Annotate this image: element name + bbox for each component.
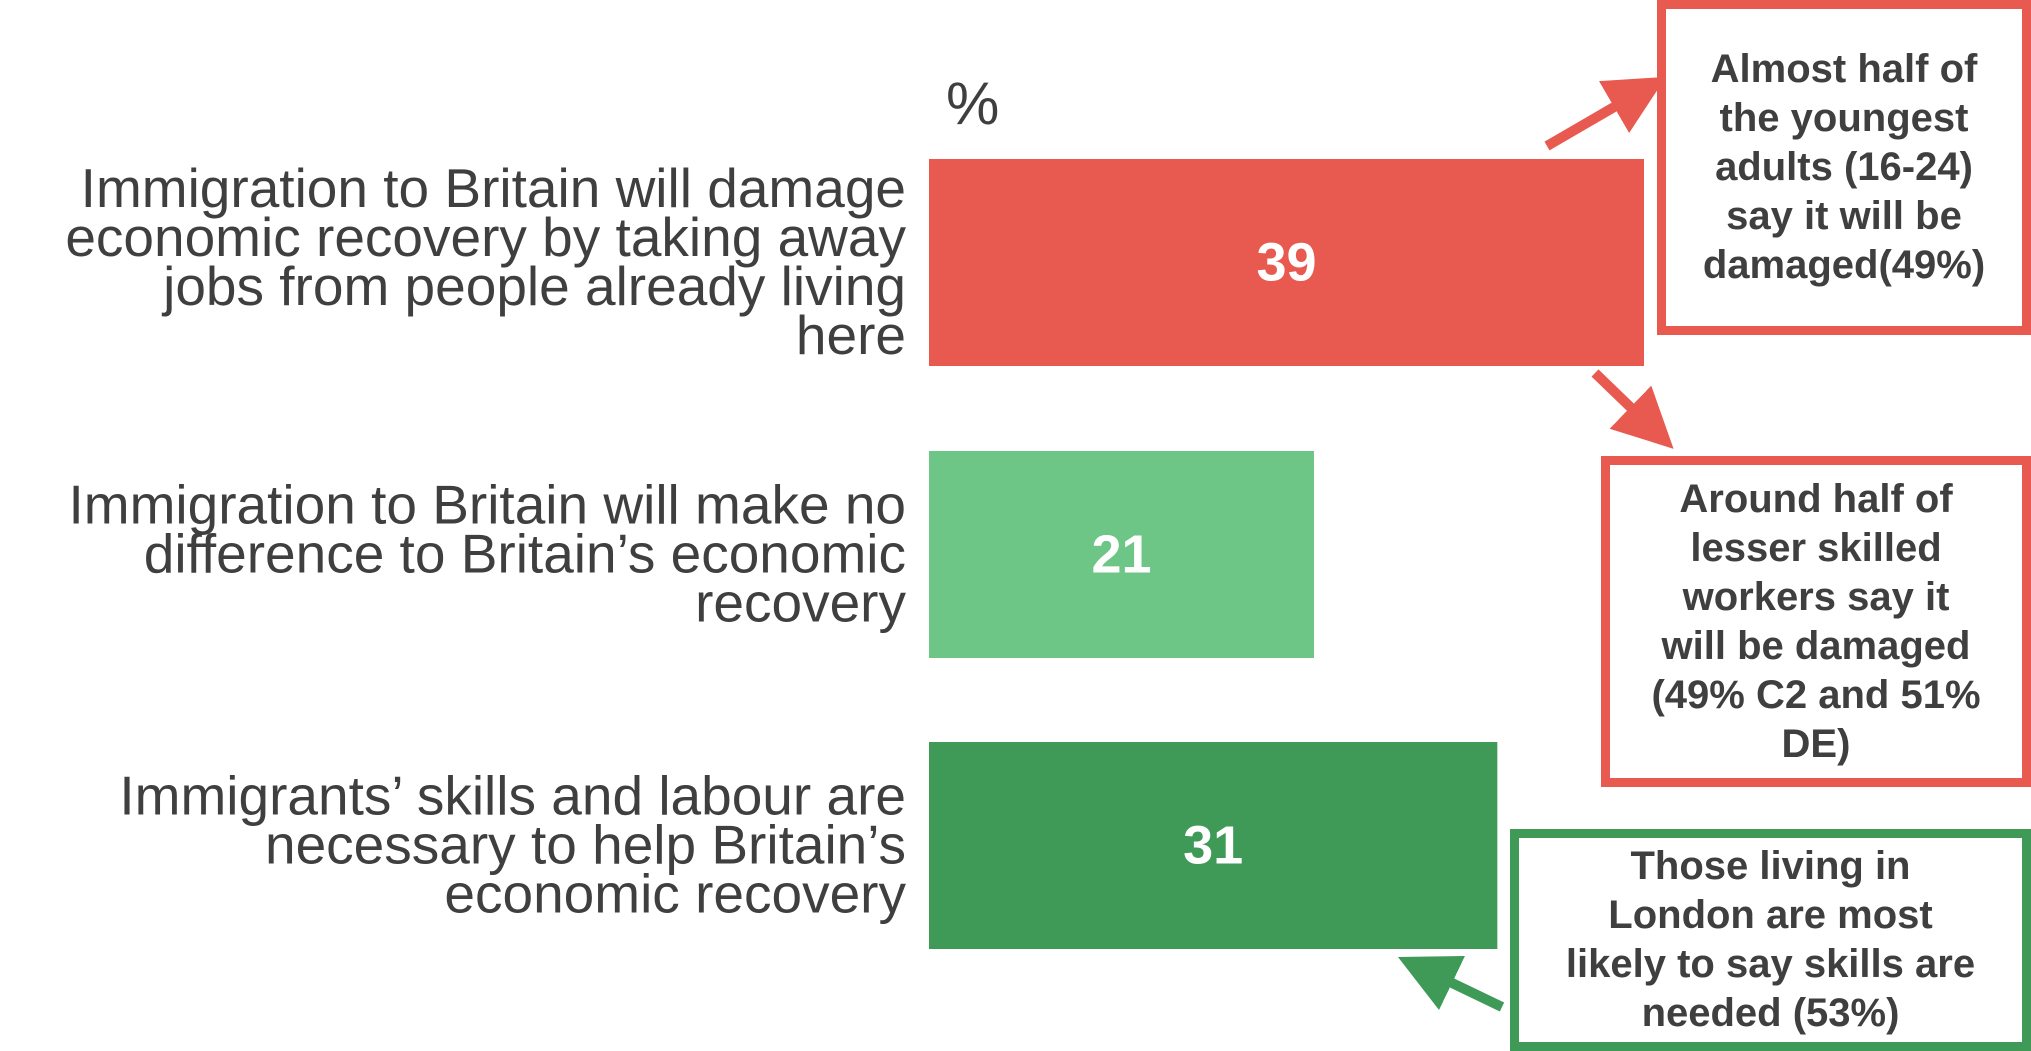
category-label-line: recovery <box>695 572 906 634</box>
unit-label: % <box>946 70 999 137</box>
callout-line: Around half of <box>1679 476 1953 521</box>
bar-value-label-1: 21 <box>1091 525 1151 585</box>
arrow-from-london-callout <box>1397 955 1505 1012</box>
callout-line: likely to say skills are <box>1565 942 1976 986</box>
category-label-0: Immigration to Britain will damage econom… <box>65 157 906 366</box>
callout-london-text: Those living in London are most likely to … <box>1566 842 1975 1038</box>
callout-line: workers say it <box>1682 574 1950 619</box>
arrows <box>1397 76 1674 1012</box>
category-label-line: economic recovery <box>444 863 906 925</box>
category-label-line: difference to Britain’s economic <box>144 523 906 585</box>
category-label-line: jobs from people already living <box>161 255 906 317</box>
category-label-line: necessary to help Britain’s <box>265 814 906 876</box>
bars-layer: 39 21 31 <box>929 159 1644 949</box>
category-label-line: Immigrants’ skills and labour are <box>119 765 906 827</box>
callout-line: adults (16-24) <box>1715 145 1973 189</box>
bar-1 <box>929 451 1314 658</box>
bar-value-label-0: 39 <box>1256 233 1316 293</box>
callout-lesser-skilled-text: Around half of lesser skilled workers say … <box>1651 475 1980 769</box>
category-label-line: here <box>796 304 906 366</box>
callout-line: lesser skilled <box>1690 525 1942 570</box>
callout-line: the youngest <box>1719 96 1969 140</box>
category-label-line: Immigration to Britain will damage <box>81 157 906 219</box>
category-label-line: economic recovery by taking away <box>65 206 906 268</box>
category-label-line: Immigration to Britain will make no <box>68 474 906 536</box>
bar-2 <box>929 742 1498 949</box>
arrow-to-youngest-callout <box>1544 76 1666 151</box>
callout-line: Almost half of <box>1710 47 1978 91</box>
category-labels: Immigration to Britain will damage econom… <box>65 157 906 925</box>
callout-youngest-adults: Almost half of the youngest adults (16-24)… <box>1657 0 2031 335</box>
bar-0 <box>929 159 1644 366</box>
callout-line: London are most <box>1608 893 1933 937</box>
category-label-2: Immigrants’ skills and labour are necessa… <box>119 765 906 925</box>
arrow-to-skilled-callout <box>1591 369 1674 449</box>
callout-line: needed (53%) <box>1641 991 1900 1035</box>
callout-line: DE) <box>1781 721 1851 766</box>
callout-london: Those living in London are most likely to … <box>1510 829 2031 1051</box>
callout-line: damaged(49%) <box>1702 243 1986 287</box>
callout-line: say it will be <box>1726 194 1962 238</box>
callout-line: (49% C2 and 51% <box>1651 672 1981 717</box>
callout-line: Those living in <box>1630 844 1911 888</box>
bar-value-label-2: 31 <box>1183 816 1243 876</box>
callout-line: will be damaged <box>1661 623 1971 668</box>
callout-lesser-skilled: Around half of lesser skilled workers say … <box>1601 456 2031 787</box>
category-label-1: Immigration to Britain will make no diffe… <box>68 474 906 634</box>
callout-youngest-adults-text: Almost half of the youngest adults (16-24)… <box>1703 45 1985 290</box>
